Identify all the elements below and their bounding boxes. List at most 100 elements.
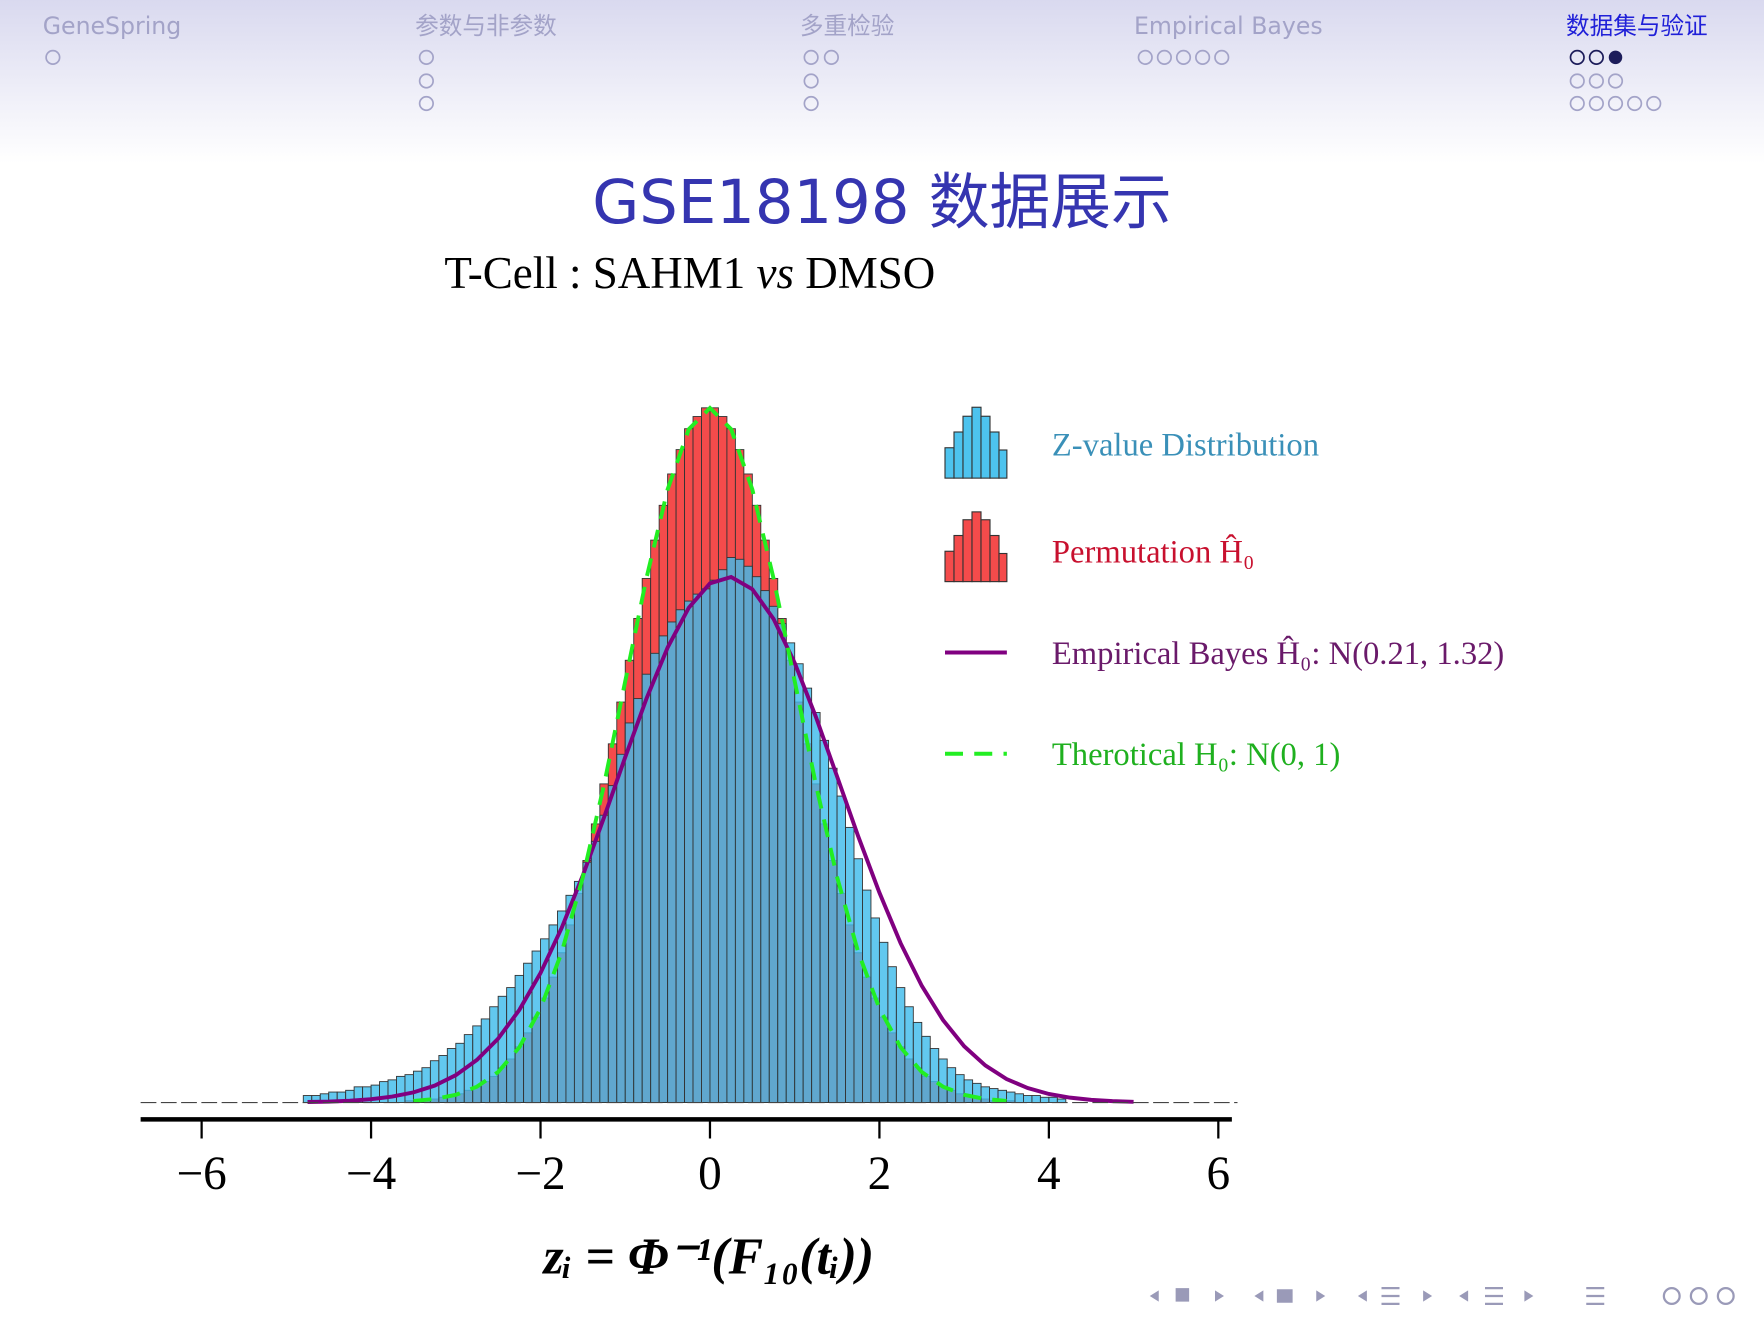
histogram-bar [726, 557, 736, 1103]
nav-dot[interactable] [1607, 95, 1624, 112]
histogram-bar [768, 605, 779, 1103]
nav-dot[interactable] [418, 95, 434, 112]
nav-symbol[interactable] [1689, 1287, 1708, 1305]
histogram-bar [658, 635, 669, 1103]
nav-section[interactable]: Empirical Bayes [1134, 12, 1323, 40]
histogram-bar [429, 1060, 440, 1103]
nav-symbol[interactable] [1716, 1287, 1735, 1305]
nav-section[interactable]: GeneSpring [43, 12, 182, 40]
legend-label: Empirical Bayes Ĥ₀: N(0.21, 1.32) [1052, 636, 1504, 672]
legend-label: Permutation Ĥ₀ [1052, 535, 1254, 571]
histogram-bar [1006, 1091, 1016, 1103]
legend-icon-red [944, 511, 1008, 583]
nav-symbol[interactable] [1149, 1287, 1605, 1305]
histogram-bar [1048, 1096, 1058, 1103]
histogram-bar [506, 987, 516, 1103]
x-axis-label: zᵢ = Φ⁻¹(F₁₀(tᵢ)) [541, 1229, 874, 1286]
histogram-bar [794, 663, 804, 1103]
histogram-bar [870, 917, 880, 1103]
subtitle-part: T-Cell : SAHM1 [444, 248, 745, 298]
histogram-bar [667, 621, 677, 1103]
nav-section[interactable]: 数据集与验证 [1566, 12, 1708, 40]
nav-dot[interactable] [1588, 95, 1604, 112]
nav-dot[interactable] [803, 73, 819, 89]
nav-section[interactable]: 多重检验 [800, 12, 894, 40]
beamer-nav-symbols [1149, 1287, 1735, 1305]
histogram-bar [1039, 1096, 1050, 1103]
x-tick-label: 4 [1037, 1148, 1061, 1200]
nav-dot[interactable] [1156, 49, 1172, 65]
nav-dot[interactable] [803, 49, 819, 65]
histogram-bar [828, 767, 838, 1103]
histogram-bar [641, 673, 652, 1103]
histogram-bar [1023, 1095, 1033, 1103]
histogram-bar [929, 1048, 940, 1103]
nav-section[interactable]: 参数与非参数 [415, 12, 557, 40]
histogram-bar [650, 652, 660, 1103]
x-tick-label: −6 [176, 1148, 226, 1200]
subtitle-part: DMSO [805, 248, 935, 298]
x-tick-label: 0 [698, 1148, 722, 1200]
histogram-bar [582, 861, 592, 1103]
nav: GeneSpring 参数与非参数 多重检验 Empirical Bayes 数… [43, 12, 1708, 112]
nav-dot[interactable] [1588, 73, 1604, 89]
histogram-bar [963, 1079, 974, 1103]
histogram-bar [887, 966, 897, 1103]
histogram-bar [743, 565, 753, 1103]
histogram-bar [480, 1018, 491, 1103]
histogram-bar [573, 880, 584, 1103]
histogram-bar [819, 739, 830, 1103]
histogram-bar [862, 889, 872, 1103]
x-tick-label: −4 [346, 1148, 396, 1200]
histogram-bar [633, 698, 643, 1103]
nav-dot[interactable] [803, 95, 819, 112]
nav-dots [45, 49, 1662, 112]
histogram-bar [709, 579, 719, 1103]
histogram-bar [607, 785, 618, 1103]
nav-dot[interactable] [418, 49, 434, 65]
nav-dot[interactable] [1137, 49, 1153, 65]
histogram-bar [590, 840, 601, 1103]
nav-dot[interactable] [1646, 95, 1662, 112]
nav-dot[interactable] [1627, 95, 1643, 112]
histogram-bar [387, 1079, 397, 1103]
histogram-bar [980, 1086, 991, 1103]
nav-dot[interactable] [1175, 49, 1192, 65]
histogram-bar [675, 609, 686, 1103]
histogram-bar [853, 858, 863, 1103]
histogram-bar [692, 593, 702, 1103]
x-tick-label: −2 [515, 1148, 565, 1200]
density-curve [307, 574, 1134, 1104]
histogram-bar [938, 1058, 948, 1103]
nav-dot[interactable] [1607, 73, 1624, 89]
nav-dot[interactable] [823, 49, 839, 65]
histogram-bar [624, 722, 635, 1103]
histogram-bar [836, 795, 846, 1103]
histogram-bar [396, 1075, 406, 1103]
histogram-bar [734, 558, 745, 1103]
nav-dot[interactable] [1195, 49, 1211, 65]
legend-label: Z-value Distribution [1052, 428, 1319, 464]
nav-dot[interactable] [1214, 49, 1230, 65]
histogram-bar [701, 588, 711, 1103]
subtitle-part: vs [757, 248, 795, 298]
histogram-bar [412, 1070, 423, 1103]
density-curve [413, 405, 1007, 1103]
legend-icon-blue [944, 406, 1008, 479]
nav-dot[interactable] [418, 73, 434, 89]
histogram-bar [845, 826, 855, 1103]
histogram-bar [955, 1074, 965, 1103]
nav-dot[interactable] [1588, 49, 1604, 65]
nav-dot[interactable] [1569, 95, 1585, 112]
nav-dot-current[interactable] [1608, 50, 1623, 65]
nav-symbol[interactable] [1662, 1287, 1681, 1305]
nav-dot[interactable] [1569, 73, 1585, 89]
nav-dot[interactable] [1569, 49, 1585, 65]
header-band [0, 0, 1764, 164]
histogram-bar [1031, 1095, 1041, 1103]
nav-dot[interactable] [45, 49, 61, 65]
histogram-bar [599, 814, 609, 1103]
histogram-bar [616, 753, 626, 1103]
histogram-bar [777, 623, 787, 1103]
